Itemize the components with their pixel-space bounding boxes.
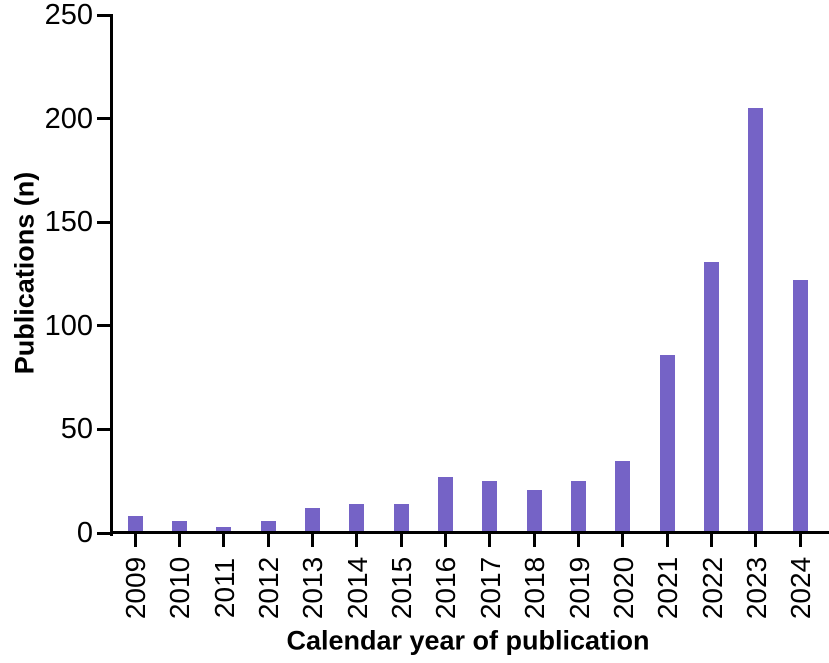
y-tick-mark <box>97 13 110 17</box>
x-tick-label-2012: 2012 <box>253 556 285 620</box>
x-tick-label-2021: 2021 <box>652 556 684 620</box>
bar-2021 <box>659 354 675 531</box>
x-tick-label-2019: 2019 <box>563 556 595 620</box>
x-tick-mark <box>798 534 802 547</box>
bar-2014 <box>349 504 365 531</box>
x-tick-label-2017: 2017 <box>474 556 506 620</box>
x-tick-label-2024: 2024 <box>785 556 817 620</box>
y-tick-mark <box>97 427 110 431</box>
x-tick-label-2018: 2018 <box>519 556 551 620</box>
x-tick-mark <box>754 534 758 547</box>
x-tick-mark <box>710 534 714 547</box>
y-tick-label: 250 <box>44 0 93 31</box>
bar-2011 <box>216 526 232 531</box>
x-tick-label-2015: 2015 <box>386 556 418 620</box>
x-tick-label-2022: 2022 <box>696 556 728 620</box>
x-tick-mark <box>532 534 536 547</box>
x-tick-label-2013: 2013 <box>297 556 329 620</box>
y-tick-mark <box>97 324 110 328</box>
x-axis-title: Calendar year of publication <box>286 625 650 656</box>
y-tick-mark <box>97 117 110 121</box>
bar-2010 <box>171 520 187 531</box>
bar-2012 <box>260 520 276 531</box>
bar-2022 <box>704 261 720 531</box>
x-tick-mark <box>355 534 359 547</box>
x-tick-mark <box>266 534 270 547</box>
x-tick-mark <box>577 534 580 547</box>
y-tick-mark <box>97 220 110 224</box>
bar-2024 <box>792 280 808 531</box>
x-tick-mark <box>310 534 314 547</box>
y-axis-line <box>110 14 113 536</box>
x-tick-mark <box>665 534 669 547</box>
y-tick-label: 200 <box>44 102 93 135</box>
x-tick-mark <box>177 534 181 547</box>
bar-2016 <box>437 477 453 531</box>
x-tick-label-2011: 2011 <box>208 557 240 619</box>
bar-2018 <box>526 489 542 531</box>
bar-2015 <box>393 504 409 531</box>
y-tick-mark <box>97 531 110 535</box>
y-tick-label: 100 <box>44 309 93 342</box>
x-tick-label-2020: 2020 <box>607 556 639 620</box>
x-tick-label-2009: 2009 <box>120 556 151 620</box>
x-axis-line <box>110 531 829 534</box>
x-tick-label-2014: 2014 <box>341 556 373 620</box>
x-tick-mark <box>443 534 447 547</box>
x-tick-mark <box>621 534 625 547</box>
x-tick-label-2010: 2010 <box>164 556 196 620</box>
bar-2020 <box>615 460 631 531</box>
x-tick-mark <box>133 534 137 547</box>
bar-2023 <box>748 108 764 531</box>
x-tick-mark <box>222 534 226 547</box>
x-tick-label-2023: 2023 <box>740 556 772 620</box>
bar-2009 <box>127 516 143 531</box>
y-tick-label: 50 <box>60 413 93 446</box>
y-tick-label: 0 <box>76 517 93 549</box>
x-tick-mark <box>488 534 492 547</box>
y-axis-title: Publications (n) <box>9 171 40 375</box>
bar-2013 <box>304 508 320 531</box>
bar-2019 <box>571 481 586 531</box>
bar-2017 <box>482 481 498 531</box>
y-tick-label: 150 <box>44 206 93 239</box>
x-tick-label-2016: 2016 <box>430 556 462 620</box>
x-tick-mark <box>399 534 403 547</box>
